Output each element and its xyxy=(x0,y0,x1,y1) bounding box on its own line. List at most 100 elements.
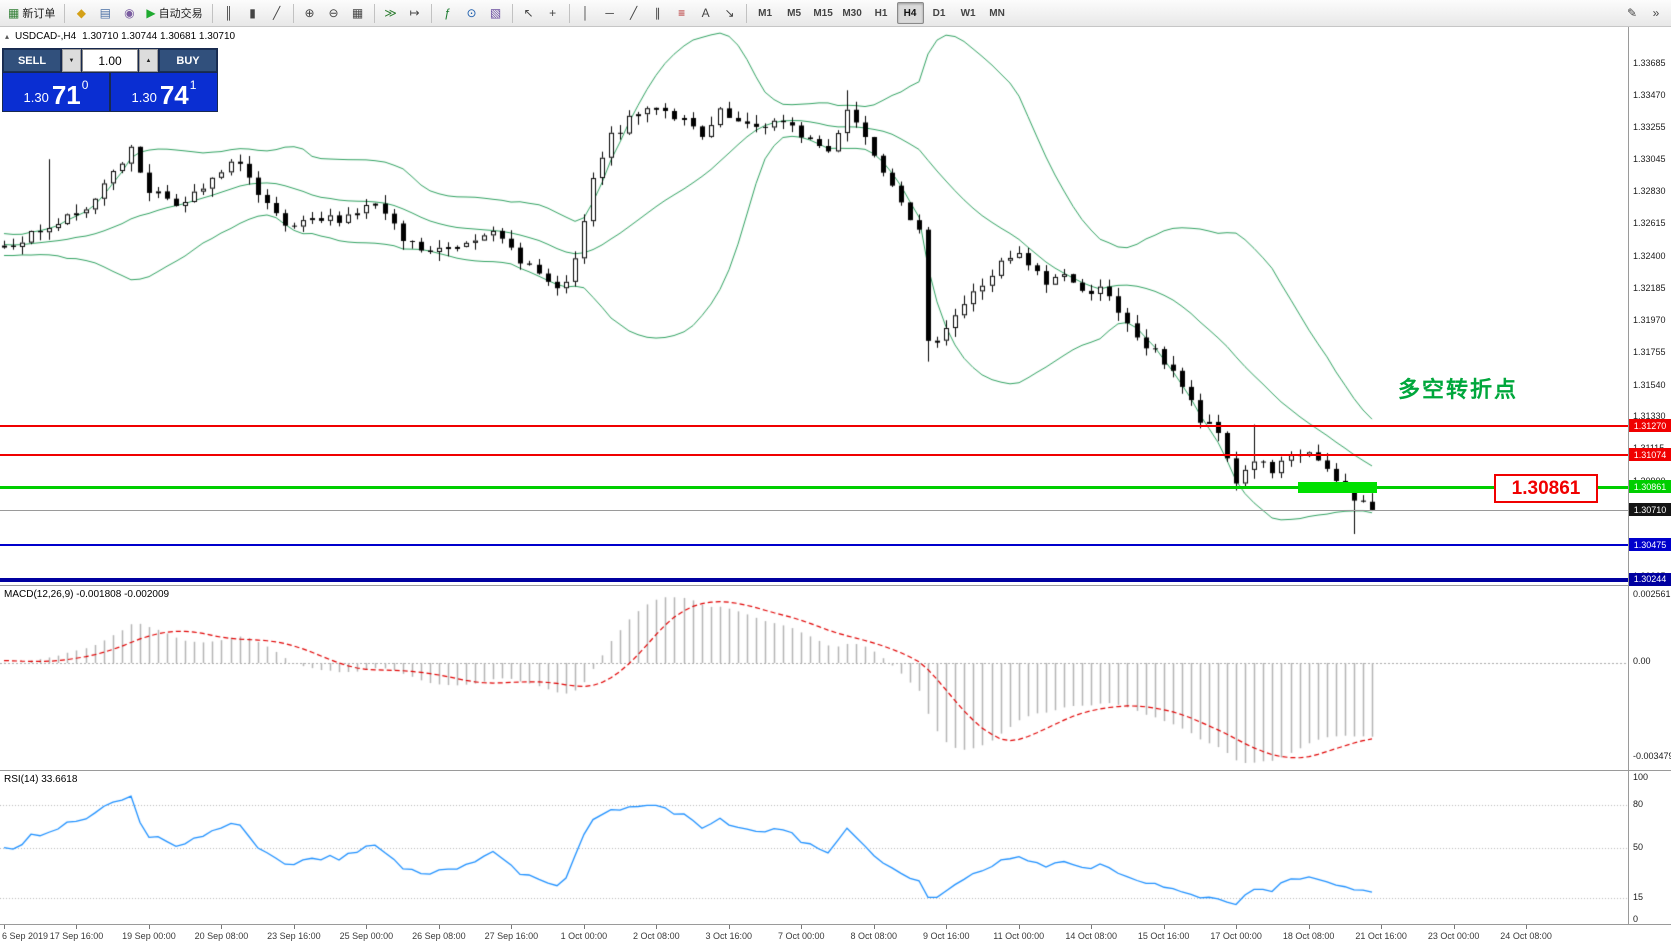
time-axis-label: 3 Oct 16:00 xyxy=(705,931,753,941)
buy-button[interactable]: BUY xyxy=(159,49,217,72)
volume-up-button[interactable]: ▲ xyxy=(139,49,158,72)
pivot-line-price-tag: 1.30861 xyxy=(1629,480,1671,494)
rsi-axis-label: 15 xyxy=(1633,892,1644,903)
time-axis-label: 25 Sep 00:00 xyxy=(339,931,394,941)
price-callout-box[interactable]: 1.30861 xyxy=(1494,474,1598,503)
time-axis-tick xyxy=(1091,925,1093,929)
auto-scroll-button[interactable]: ≫ xyxy=(380,2,402,24)
price-axis-label: 1.33255 xyxy=(1633,122,1666,133)
timeframe-H1[interactable]: H1 xyxy=(874,7,888,19)
price-axis-label: 1.33045 xyxy=(1633,153,1666,164)
pivot-line[interactable] xyxy=(0,485,1628,489)
time-axis-tick xyxy=(728,925,730,929)
vertical-line-button[interactable]: │ xyxy=(575,2,597,24)
tile-windows-button[interactable]: ▦ xyxy=(347,2,369,24)
time-axis-label: 6 Sep 2019 xyxy=(2,931,49,941)
time-axis-label: 27 Sep 16:00 xyxy=(484,931,539,941)
time-axis-label: 1 Oct 00:00 xyxy=(560,931,608,941)
chart-shift-icon: ↦ xyxy=(409,6,420,20)
sell-price-big: 71 xyxy=(51,80,81,110)
candlestick-chart-icon: ▮ xyxy=(249,6,256,20)
indicators-button[interactable]: ƒ xyxy=(437,2,459,24)
timeframe-W1[interactable]: W1 xyxy=(960,7,976,19)
buy-price-prefix: 1.30 xyxy=(131,90,157,105)
timeframe-M15[interactable]: M15 xyxy=(813,7,833,19)
data-window-button[interactable]: ▤ xyxy=(94,2,116,24)
line-chart-button[interactable]: ╱ xyxy=(266,2,288,24)
timeframe-H4[interactable]: H4 xyxy=(896,2,924,24)
cursor-button[interactable]: ↖ xyxy=(518,2,540,24)
support-line-1[interactable] xyxy=(0,544,1628,547)
price-highlight-rect[interactable] xyxy=(1298,482,1377,494)
rsi-panel-canvas[interactable] xyxy=(0,771,1628,924)
panel-separator[interactable] xyxy=(0,585,1671,586)
time-axis-label: 24 Oct 08:00 xyxy=(1500,931,1552,941)
zoom-in-button[interactable]: ⊕ xyxy=(299,2,321,24)
templates-button[interactable]: ▧ xyxy=(485,2,507,24)
resistance-line-1[interactable] xyxy=(0,425,1628,428)
time-axis-tick xyxy=(221,925,223,929)
chart-profiles-button[interactable]: ◆ xyxy=(70,2,92,24)
time-axis-label: 17 Sep 16:00 xyxy=(49,931,104,941)
timeframe-MN[interactable]: MN xyxy=(989,7,1005,19)
volume-input[interactable] xyxy=(82,49,138,72)
toolbar-edit-button[interactable]: ✎ xyxy=(1621,2,1643,24)
macd-axis-label: -0.003479 xyxy=(1633,751,1671,761)
chart-symbol-period: USDCAD-,H4 xyxy=(15,31,77,42)
crosshair-icon: + xyxy=(549,6,557,20)
zoom-in-icon: ⊕ xyxy=(304,6,315,20)
timeframe-M30[interactable]: M30 xyxy=(842,7,862,19)
sell-button[interactable]: SELL xyxy=(3,49,61,72)
panel-separator[interactable] xyxy=(0,924,1671,925)
volume-down-button[interactable]: ▼ xyxy=(62,49,81,72)
macd-panel-canvas[interactable] xyxy=(0,586,1628,770)
toolbar-separator xyxy=(373,3,375,23)
zoom-out-button[interactable]: ⊖ xyxy=(323,2,345,24)
main-chart-canvas[interactable] xyxy=(0,27,1628,585)
toolbar-separator xyxy=(745,3,747,23)
time-axis-label: 11 Oct 00:00 xyxy=(993,931,1045,941)
sell-price-button[interactable]: 1.30 71 0 xyxy=(3,73,109,111)
current-price-tag: 1.30710 xyxy=(1629,503,1671,517)
autotrade-button-label: 自动交易 xyxy=(158,8,203,20)
new-order-button[interactable]: ▦ 新订单 xyxy=(4,2,59,24)
timeframe-M1[interactable]: M1 xyxy=(758,7,773,19)
sell-price-sup: 0 xyxy=(81,78,89,92)
rsi-axis-label: 80 xyxy=(1633,798,1644,809)
timeframe-D1[interactable]: D1 xyxy=(932,7,946,19)
trendline-button[interactable]: ╱ xyxy=(623,2,645,24)
chart-shift-button[interactable]: ↦ xyxy=(404,2,426,24)
horizontal-line-button[interactable]: ─ xyxy=(599,2,621,24)
fibonacci-button[interactable]: ≡ xyxy=(671,2,693,24)
chart-profiles-icon: ◆ xyxy=(76,6,86,20)
timeframe-M5[interactable]: M5 xyxy=(787,7,802,19)
rsi-axis-label: 50 xyxy=(1633,842,1644,852)
toolbar-more-button[interactable]: » xyxy=(1645,2,1667,24)
macd-axis-label: 0.00 xyxy=(1633,656,1651,666)
price-axis-label: 1.31115 xyxy=(1633,443,1664,453)
buy-price-big: 74 xyxy=(159,80,189,110)
buy-price-button[interactable]: 1.30 74 1 xyxy=(111,73,217,111)
autotrade-icon: ▶ xyxy=(146,6,156,20)
price-axis-label: 1.32185 xyxy=(1633,282,1666,293)
toolbar: ▦ 新订单 ◆ ▤ ◉ ▶ 自动交易 ║ ▮ ╱ ⊕ ⊖ ▦ ≫ ↦ ƒ ⊙ ▧ ↖ + │ ─ ╱ ∥ ≡ A ↘ M1 M5 M15 M… xyxy=(0,0,1671,27)
toolbar-separator xyxy=(292,3,294,23)
bar-chart-button[interactable]: ║ xyxy=(218,2,240,24)
strategy-tester-button[interactable]: ◉ xyxy=(118,2,140,24)
panel-separator[interactable] xyxy=(0,770,1671,771)
text-button[interactable]: A xyxy=(695,2,717,24)
periods-button[interactable]: ⊙ xyxy=(461,2,483,24)
toolbar-separator xyxy=(64,3,66,23)
turning-point-annotation[interactable]: 多空转折点 xyxy=(1398,377,1519,402)
candlestick-chart-button[interactable]: ▮ xyxy=(242,2,264,24)
new-order-icon: ▦ xyxy=(8,6,20,20)
crosshair-button[interactable]: + xyxy=(542,2,564,24)
resistance-line-2[interactable] xyxy=(0,454,1628,457)
support-line-2-price-tag: 1.30244 xyxy=(1629,572,1671,586)
time-axis-label: 23 Sep 16:00 xyxy=(267,931,321,941)
time-axis-label: 9 Oct 16:00 xyxy=(922,931,970,941)
arrows-button[interactable]: ↘ xyxy=(719,2,741,24)
support-line-2[interactable] xyxy=(0,577,1628,582)
channel-button[interactable]: ∥ xyxy=(647,2,669,24)
autotrade-button[interactable]: ▶ 自动交易 xyxy=(142,2,206,24)
